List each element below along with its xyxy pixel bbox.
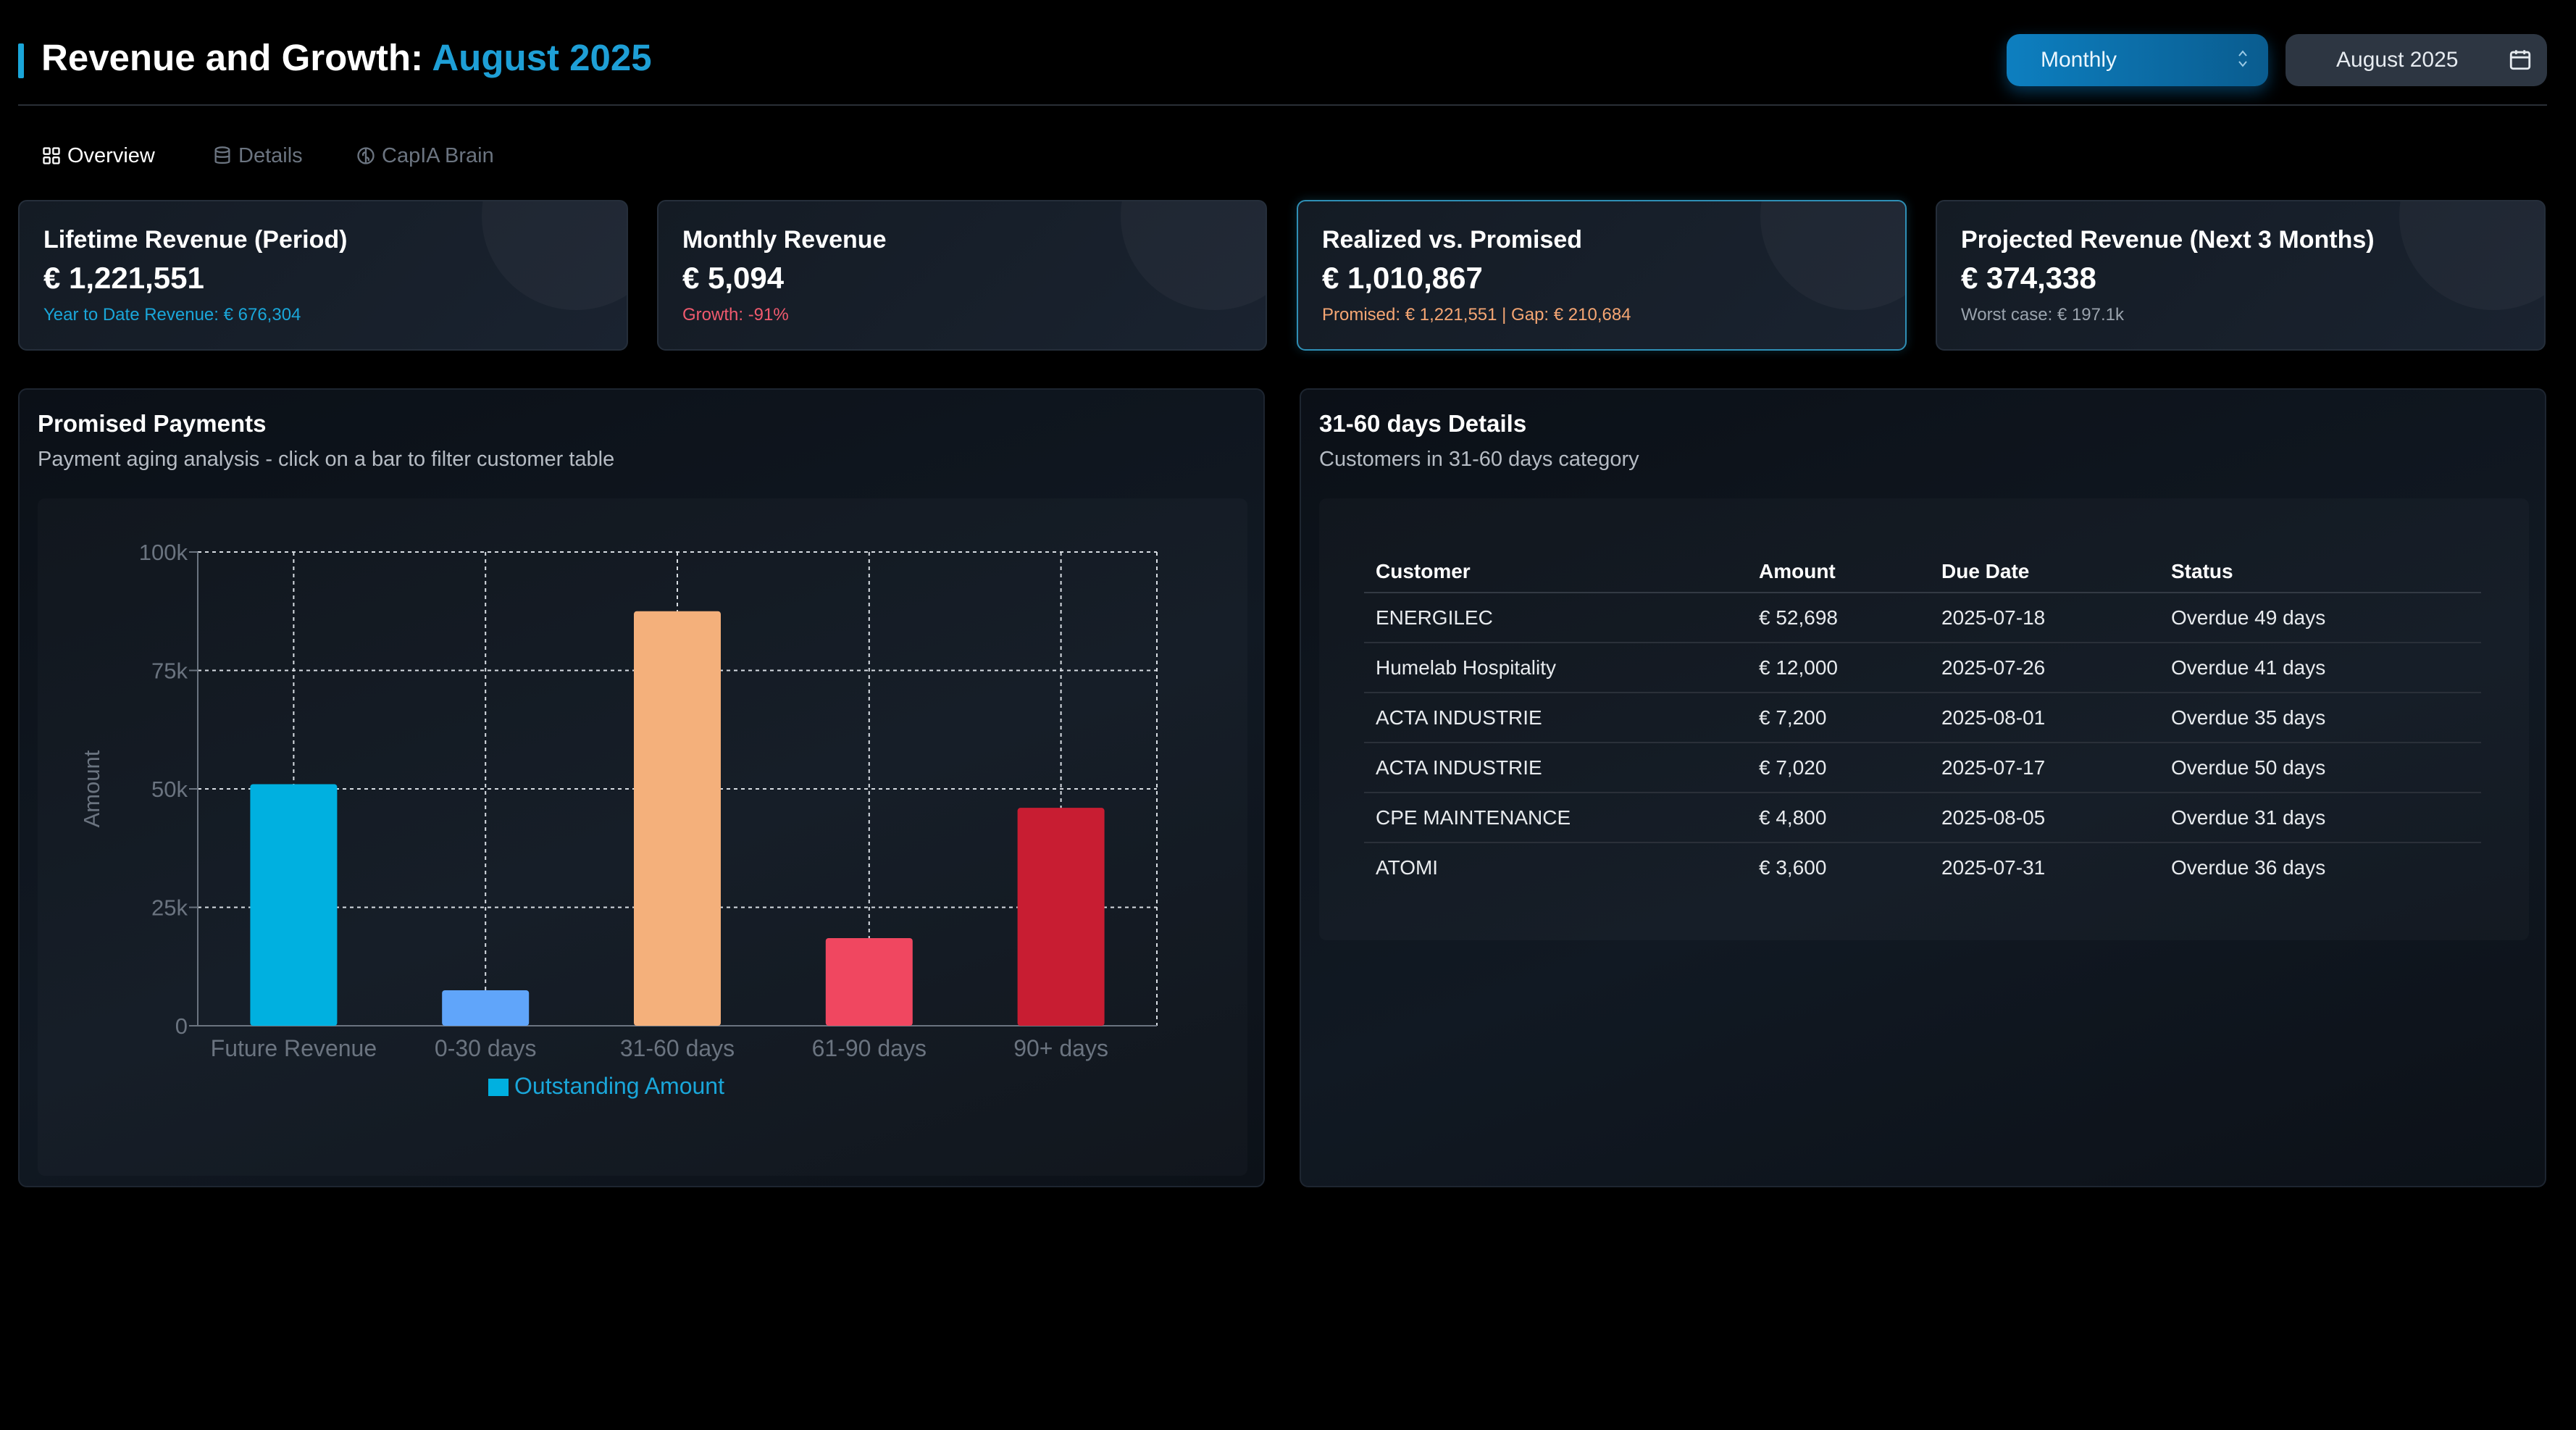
tab-capia-brain-label: CapIA Brain	[382, 143, 494, 167]
kpi-card-lifetime-revenue: Lifetime Revenue (Period) € 1,221,551 Ye…	[18, 200, 628, 351]
card-decoration	[1760, 201, 1905, 310]
panel-title: Promised Payments	[38, 410, 267, 437]
cell-status: Overdue 31 days	[2159, 793, 2481, 843]
legend-label: Outstanding Amount	[514, 1073, 724, 1099]
kpi-value: € 1,221,551	[43, 261, 204, 295]
panel-subtitle: Payment aging analysis - click on a bar …	[38, 448, 615, 471]
cell-status: Overdue 50 days	[2159, 743, 2481, 793]
panel-title: 31-60 days Details	[1319, 410, 1527, 437]
kpi-title: Projected Revenue (Next 3 Months)	[1961, 226, 2375, 254]
page-title-period: August 2025	[432, 37, 652, 78]
customers-table: Customer Amount Due Date Status ENERGILE…	[1364, 551, 2481, 892]
kpi-value: € 374,338	[1961, 261, 2096, 295]
chart-bar[interactable]	[442, 990, 530, 1026]
page-title: Revenue and Growth: August 2025	[41, 36, 652, 79]
kpi-subtext: Promised: € 1,221,551 | Gap: € 210,684	[1322, 305, 1631, 325]
cell-amount: € 7,020	[1747, 743, 1930, 793]
grid-icon	[43, 147, 60, 164]
cell-amount: € 3,600	[1759, 856, 1827, 879]
chart-bar[interactable]	[250, 784, 338, 1026]
cell-customer: Humelab Hospitality	[1364, 643, 1747, 693]
promised-payments-chart: 0 25k 50k 75k 100k Future Revenue 0-30 days 31-…	[79, 540, 1158, 1099]
x-tick-label: 0-30 days	[435, 1035, 537, 1061]
table-row[interactable]: Humelab Hospitality € 12,000 2025-07-26 …	[1364, 643, 2481, 693]
tab-overview-label: Overview	[67, 143, 155, 167]
cell-due-date: 2025-08-01	[1930, 693, 2159, 743]
table-row[interactable]: ACTA INDUSTRIE € 7,200 2025-08-01 Overdu…	[1364, 693, 2481, 743]
cell-customer: ATOMI	[1376, 856, 1439, 879]
cell-customer: ENERGILEC	[1364, 593, 1747, 643]
tab-details-label: Details	[238, 143, 303, 167]
chart-bar[interactable]	[634, 611, 721, 1026]
title-accent-bar	[18, 43, 24, 78]
database-icon	[214, 146, 230, 164]
brain-icon	[357, 147, 375, 164]
x-tick-label: Future Revenue	[211, 1035, 377, 1061]
table-row[interactable]: ATOMI € 3,600 2025-07-31 Overdue 36 days	[1364, 842, 2481, 892]
kpi-subtext: Growth: -91%	[682, 305, 789, 325]
cell-customer: CPE MAINTENANCE	[1364, 793, 1747, 843]
table-row[interactable]: ENERGILEC € 52,698 2025-07-18 Overdue 49…	[1364, 593, 2481, 643]
calendar-icon	[2509, 50, 2531, 70]
tab-details[interactable]: Details	[212, 138, 303, 174]
kpi-card-monthly-revenue: Monthly Revenue € 5,094 Growth: -91%	[657, 200, 1267, 351]
cell-amount: € 12,000	[1747, 643, 1930, 693]
page-title-prefix: Revenue and Growth:	[41, 37, 424, 78]
kpi-card-realized-vs-promised: Realized vs. Promised € 1,010,867 Promis…	[1297, 200, 1907, 351]
column-header-customer[interactable]: Customer	[1364, 551, 1747, 593]
y-tick-label: 100k	[139, 540, 188, 565]
period-select-value: Monthly	[2041, 48, 2117, 72]
kpi-title: Monthly Revenue	[682, 226, 887, 254]
kpi-subtext: Worst case: € 197.1k	[1961, 305, 2124, 325]
cell-status: Overdue 41 days	[2159, 643, 2481, 693]
cell-amount: € 52,698	[1747, 593, 1930, 643]
cell-status: Overdue 35 days	[2159, 693, 2481, 743]
cell-status: Overdue 49 days	[2159, 593, 2481, 643]
kpi-subtext: Year to Date Revenue: € 676,304	[43, 305, 301, 325]
table-header-row: Customer Amount Due Date Status	[1364, 551, 2481, 593]
cell-due-date: 2025-07-18	[1930, 593, 2159, 643]
date-picker-value: August 2025	[2336, 48, 2459, 72]
kpi-title: Lifetime Revenue (Period)	[43, 226, 348, 254]
legend-swatch	[488, 1079, 509, 1096]
chart-bar[interactable]	[1017, 808, 1105, 1026]
cell-due-date: 2025-07-17	[1930, 743, 2159, 793]
kpi-value: € 1,010,867	[1322, 261, 1483, 295]
cell-due-date: 2025-07-26	[1930, 643, 2159, 693]
column-header-due-date[interactable]: Due Date	[1930, 551, 2159, 593]
cell-amount: € 4,800	[1747, 793, 1930, 843]
kpi-value: € 5,094	[682, 261, 785, 295]
column-header-status[interactable]: Status	[2159, 551, 2481, 593]
panel-subtitle: Customers in 31-60 days category	[1319, 448, 1639, 471]
cell-status: Overdue 36 days	[2171, 856, 2326, 879]
kpi-title: Realized vs. Promised	[1322, 226, 1583, 254]
cell-due-date: 2025-08-05	[1930, 793, 2159, 843]
table-row[interactable]: CPE MAINTENANCE € 4,800 2025-08-05 Overd…	[1364, 793, 2481, 843]
y-axis-label: Amount	[79, 750, 104, 827]
select-updown-icon	[2238, 46, 2248, 74]
y-tick-label: 25k	[151, 895, 188, 921]
cell-customer: ACTA INDUSTRIE	[1364, 743, 1747, 793]
x-tick-label: 90+ days	[1013, 1035, 1108, 1061]
y-tick-label: 0	[175, 1013, 188, 1039]
period-select[interactable]: Monthly	[2007, 34, 2268, 86]
card-decoration	[2399, 201, 2544, 310]
column-header-amount[interactable]: Amount	[1747, 551, 1930, 593]
table-row[interactable]: ACTA INDUSTRIE € 7,020 2025-07-17 Overdu…	[1364, 743, 2481, 793]
tab-overview[interactable]: Overview	[41, 138, 155, 174]
x-tick-label: 61-90 days	[812, 1035, 927, 1061]
cell-customer: ACTA INDUSTRIE	[1364, 693, 1747, 743]
chart-bar[interactable]	[825, 938, 913, 1026]
cell-due-date: 2025-07-31	[1941, 856, 2046, 879]
date-picker[interactable]: August 2025	[2286, 34, 2547, 86]
cell-amount: € 7,200	[1747, 693, 1930, 743]
page-header: Revenue and Growth: August 2025 Monthly …	[18, 29, 2547, 106]
y-tick-label: 50k	[151, 777, 188, 802]
x-tick-label: 31-60 days	[620, 1035, 735, 1061]
y-tick-label: 75k	[151, 658, 188, 684]
tab-capia-brain[interactable]: CapIA Brain	[356, 138, 494, 174]
kpi-card-projected-revenue: Projected Revenue (Next 3 Months) € 374,…	[1936, 200, 2546, 351]
